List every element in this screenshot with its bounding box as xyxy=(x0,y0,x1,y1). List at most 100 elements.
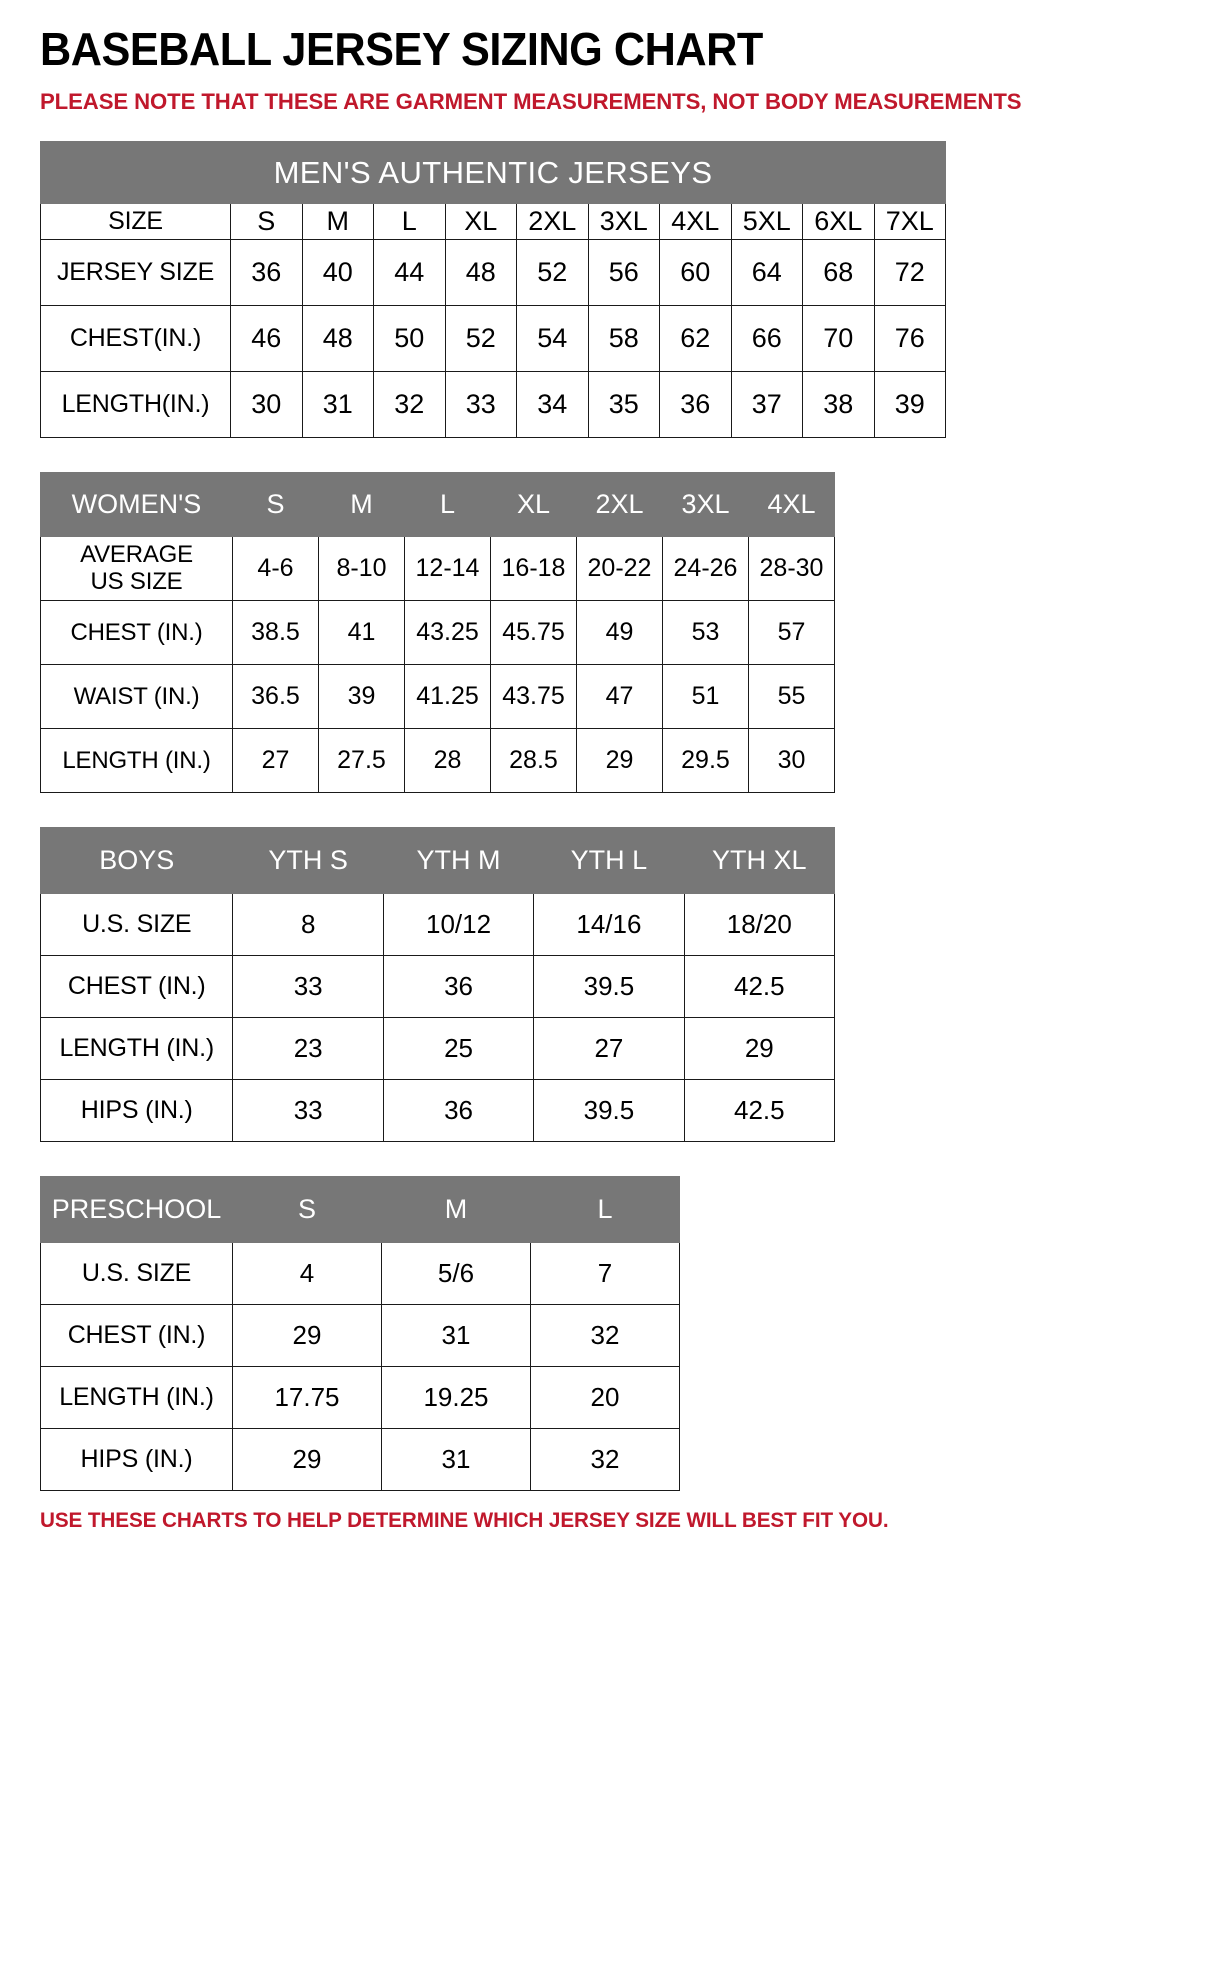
table-cell: 7 xyxy=(530,1242,680,1306)
table-cell: 38 xyxy=(802,371,875,439)
table-cell: 16-18 xyxy=(490,536,577,602)
column-header-6xl: 6XL xyxy=(802,203,875,241)
column-header-m: M xyxy=(301,203,374,241)
column-header-m: M xyxy=(381,1176,531,1244)
table-cell: 38.5 xyxy=(232,600,319,666)
row-label: LENGTH (IN.) xyxy=(39,1017,234,1081)
table-cell: 31 xyxy=(381,1304,531,1368)
table-cell: 52 xyxy=(516,239,589,307)
row-label: AVERAGE US SIZE xyxy=(40,536,233,602)
table-cell: 31 xyxy=(381,1428,531,1492)
chart-footer-note: USE THESE CHARTS TO HELP DETERMINE WHICH… xyxy=(40,1509,889,1533)
table-cell: 52 xyxy=(444,305,517,373)
table-header-row: PRESCHOOL S M L xyxy=(40,1176,680,1244)
table-cell: 46 xyxy=(230,305,303,373)
table-cell: 34 xyxy=(516,371,589,439)
row-label: CHEST(IN.) xyxy=(40,305,231,373)
table-cell: 36 xyxy=(382,1079,535,1143)
table-cell: 68 xyxy=(802,239,875,307)
table-cell: 27 xyxy=(533,1017,685,1081)
mens-sizing-table: MEN'S AUTHENTIC JERSEYS SIZE S M L XL 2XL 3XL 4X… xyxy=(39,141,947,439)
table-cell: 17.75 xyxy=(232,1366,382,1430)
column-header-l: L xyxy=(530,1176,680,1244)
column-header-5xl: 5XL xyxy=(730,203,803,241)
table-banner-row: MEN'S AUTHENTIC JERSEYS xyxy=(39,141,947,205)
column-header-yth-xl: YTH XL xyxy=(683,827,836,895)
table-cell: 36 xyxy=(230,239,303,307)
table-row: CHEST(IN.) 46 48 50 52 54 58 62 66 70 76 xyxy=(40,305,947,373)
table-cell: 23 xyxy=(232,1017,384,1081)
column-header-s: S xyxy=(232,472,319,538)
table-cell: 36.5 xyxy=(232,664,319,730)
table-cell: 24-26 xyxy=(662,536,749,602)
table-header-row: WOMEN'S S M L XL 2XL 3XL 4XL xyxy=(40,472,835,538)
table-cell: 28 xyxy=(404,728,491,794)
table-cell: 29 xyxy=(232,1304,382,1368)
garment-measurement-note: PLEASE NOTE THAT THESE ARE GARMENT MEASU… xyxy=(40,89,1022,114)
column-header-4xl: 4XL xyxy=(748,472,835,538)
table-cell: 58 xyxy=(587,305,660,373)
table-cell: 72 xyxy=(873,239,947,307)
table-cell: 42.5 xyxy=(683,955,836,1019)
preschool-sizing-table: PRESCHOOL S M L U.S. SIZE 4 5/6 7 CHEST (IN.) 29 3… xyxy=(40,1176,680,1492)
row-label: U.S. SIZE xyxy=(39,893,234,957)
table-cell: 25 xyxy=(382,1017,535,1081)
table-cell: 30 xyxy=(748,728,835,794)
table-cell: 57 xyxy=(748,600,835,666)
table-cell: 39.5 xyxy=(533,1079,685,1143)
table-row: JERSEY SIZE 36 40 44 48 52 56 60 64 68 72 xyxy=(40,239,947,307)
table-cell: 39 xyxy=(873,371,947,439)
column-header-yth-l: YTH L xyxy=(533,827,685,895)
table-cell: 44 xyxy=(373,239,446,307)
table-cell: 4 xyxy=(232,1242,382,1306)
row-label: HIPS (IN.) xyxy=(39,1079,234,1143)
row-label: JERSEY SIZE xyxy=(40,239,231,307)
table-cell: 47 xyxy=(576,664,663,730)
page-title: BASEBALL JERSEY SIZING CHART xyxy=(40,23,763,75)
table-cell: 51 xyxy=(662,664,749,730)
table-cell: 36 xyxy=(659,371,732,439)
table-cell: 33 xyxy=(232,1079,384,1143)
column-header-2xl: 2XL xyxy=(516,203,589,241)
table-cell: 29 xyxy=(576,728,663,794)
column-header-xl: XL xyxy=(490,472,577,538)
column-header-xl: XL xyxy=(444,203,517,241)
table-row: HIPS (IN.) 29 31 32 xyxy=(40,1428,680,1492)
table-cell: 45.75 xyxy=(490,600,577,666)
table-cell: 12-14 xyxy=(404,536,491,602)
column-header-4xl: 4XL xyxy=(659,203,732,241)
row-label: U.S. SIZE xyxy=(40,1242,233,1306)
table-row: CHEST (IN.) 29 31 32 xyxy=(40,1304,680,1368)
table-cell: 55 xyxy=(748,664,835,730)
table-cell: 32 xyxy=(530,1304,680,1368)
table-cell: 29 xyxy=(232,1428,382,1492)
table-cell: 33 xyxy=(232,955,384,1019)
table-cell: 28.5 xyxy=(490,728,577,794)
table-cell: 76 xyxy=(873,305,947,373)
table-cell: 42.5 xyxy=(683,1079,836,1143)
table-cell: 36 xyxy=(382,955,535,1019)
column-header-label: SIZE xyxy=(40,203,231,241)
table-cell: 27.5 xyxy=(318,728,405,794)
table-cell: 20-22 xyxy=(576,536,663,602)
table-cell: 29 xyxy=(683,1017,836,1081)
table-cell: 14/16 xyxy=(533,893,685,957)
column-header-l: L xyxy=(373,203,446,241)
table-cell: 40 xyxy=(301,239,374,307)
table-cell: 31 xyxy=(301,371,374,439)
column-header-s: S xyxy=(230,203,303,241)
row-label: CHEST (IN.) xyxy=(40,600,233,666)
table-cell: 4-6 xyxy=(232,536,319,602)
table-cell: 8-10 xyxy=(318,536,405,602)
table-cell: 35 xyxy=(587,371,660,439)
column-header-s: S xyxy=(232,1176,382,1244)
column-header-3xl: 3XL xyxy=(587,203,660,241)
row-label: CHEST (IN.) xyxy=(40,1304,233,1368)
table-cell: 10/12 xyxy=(382,893,535,957)
table-cell: 5/6 xyxy=(381,1242,531,1306)
table-row: AVERAGE US SIZE 4-6 8-10 12-14 16-18 20-22 24-2… xyxy=(40,536,835,602)
table-cell: 27 xyxy=(232,728,319,794)
row-label: CHEST (IN.) xyxy=(39,955,234,1019)
table-cell: 49 xyxy=(576,600,663,666)
